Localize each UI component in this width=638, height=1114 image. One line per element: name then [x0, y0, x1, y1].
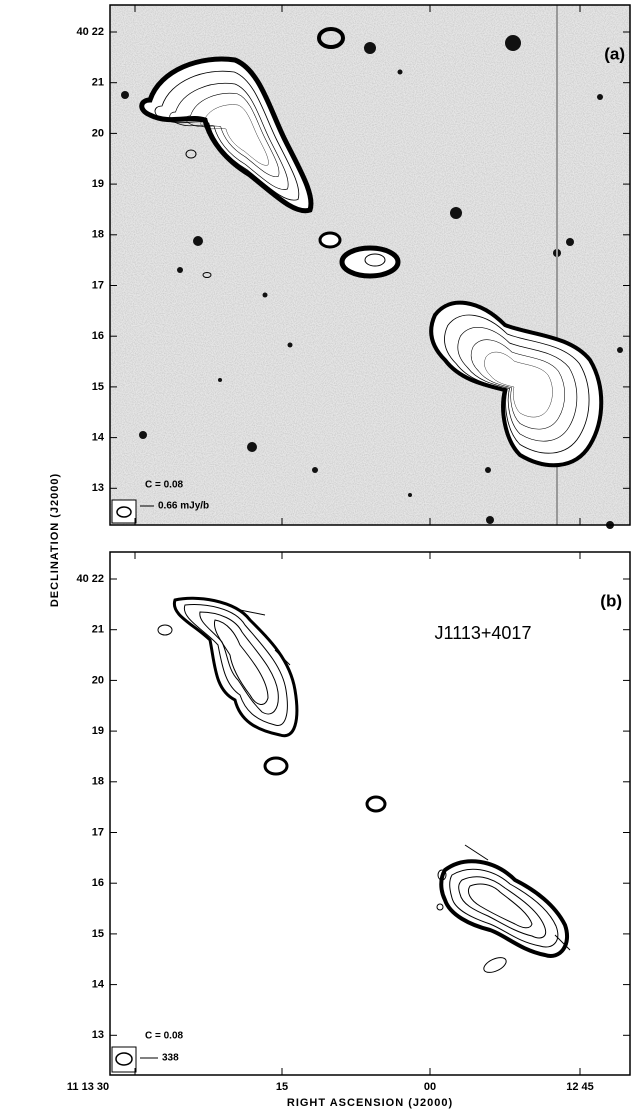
- y-tick-label: 40 22: [76, 26, 104, 38]
- y-tick-label: 16: [92, 330, 104, 342]
- y-tick-label: 21: [92, 624, 104, 636]
- y-tick-label: 15: [92, 381, 104, 393]
- y-tick-label: 19: [92, 178, 104, 190]
- y-tick-label: 18: [92, 776, 104, 788]
- y-axis-label: DECLINATION (J2000): [49, 473, 61, 607]
- y-tick-label: 21: [92, 77, 104, 89]
- radio-map: [110, 552, 630, 1075]
- y-tick-label: 40 22: [76, 573, 104, 585]
- scale-label: 0.66 mJy/b: [158, 501, 209, 512]
- y-tick-label: 14: [92, 979, 105, 991]
- x-tick-label: 11 13 30: [67, 1081, 109, 1093]
- y-tick-label: 13: [92, 482, 104, 494]
- panel-label: (b): [600, 591, 622, 610]
- frame: [109, 4, 631, 526]
- contour-level: C = 0.08: [145, 480, 184, 491]
- x-axis-label: RIGHT ASCENSION (J2000): [287, 1097, 453, 1109]
- y-tick-label: 19: [92, 725, 104, 737]
- x-tick-label: 15: [276, 1081, 288, 1093]
- source-name: J1113+4017: [435, 623, 532, 643]
- panel-label: (a): [604, 44, 625, 63]
- contour-level: C = 0.08: [145, 1031, 184, 1042]
- x-tick-label: 00: [424, 1081, 436, 1093]
- contours-a: [142, 27, 604, 468]
- y-tick-label: 17: [92, 826, 104, 838]
- y-tick-label: 15: [92, 928, 104, 940]
- beam: [115, 1052, 133, 1066]
- contours-b: [157, 596, 571, 973]
- x-tick-label: 12 45: [566, 1081, 594, 1093]
- axis-ticks: 40 22 21 20 19 18 17 16 15 14 13 40 22 21 20 19 18 17 16…: [67, 5, 630, 1093]
- frame: [109, 551, 631, 1076]
- beam-box: [111, 499, 137, 524]
- beam: [116, 506, 132, 518]
- y-tick-label: 16: [92, 877, 104, 889]
- y-tick-label: 18: [92, 229, 104, 241]
- y-tick-label: 17: [92, 279, 104, 291]
- y-tick-label: 13: [92, 1029, 104, 1041]
- scale-label: 338: [162, 1053, 179, 1064]
- y-tick-label: 20: [92, 127, 104, 139]
- y-tick-label: 20: [92, 674, 104, 686]
- panel-a: (a) C = 0.08 0.66 mJy/b: [109, 4, 631, 529]
- panel-b: (b) J1113+4017 C = 0.08 338: [109, 551, 631, 1076]
- y-tick-label: 14: [92, 432, 105, 444]
